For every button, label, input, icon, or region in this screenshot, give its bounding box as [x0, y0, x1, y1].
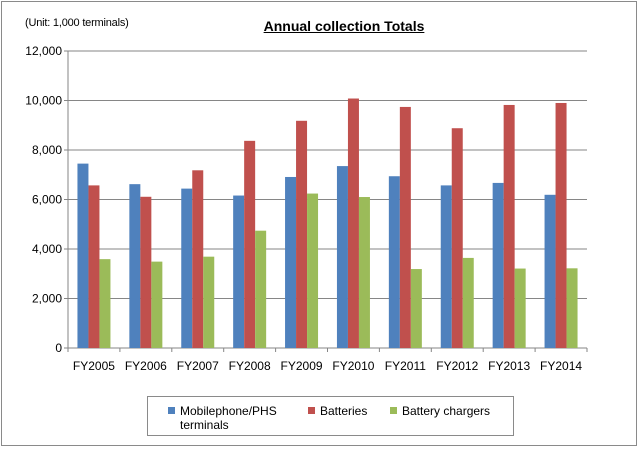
- bar-batteries: [399, 106, 411, 348]
- bar-chargers: [410, 269, 422, 348]
- x-tick-label: FY2010: [332, 359, 374, 373]
- y-tick-label: 6,000: [32, 193, 62, 207]
- bar-batteries: [347, 98, 359, 349]
- bar-mobile: [233, 195, 245, 348]
- bar-batteries: [140, 196, 152, 348]
- legend-label-chargers: Battery chargers: [402, 404, 491, 418]
- legend-swatch-mobile: [168, 407, 175, 414]
- x-tick-label: FY2006: [125, 359, 167, 373]
- y-tick-label: 12,000: [25, 44, 62, 58]
- legend-swatch-batteries: [308, 407, 315, 414]
- bar-mobile: [285, 176, 297, 348]
- bar-chargers: [307, 193, 319, 348]
- bar-mobile: [129, 184, 141, 348]
- bar-chargers: [203, 256, 215, 348]
- legend-item-mobile: Mobilephone/PHS terminals: [168, 404, 298, 432]
- bar-chargers: [462, 257, 474, 348]
- bar-chargers: [255, 230, 267, 348]
- chart-title: Annual collection Totals: [263, 18, 425, 34]
- bar-mobile: [544, 194, 556, 348]
- bar-batteries: [192, 170, 204, 348]
- y-tick-label: 2,000: [32, 292, 62, 306]
- x-tick-label: FY2012: [436, 359, 478, 373]
- x-tick-label: FY2005: [73, 359, 115, 373]
- bar-batteries: [451, 128, 463, 348]
- bar-mobile: [492, 182, 504, 348]
- bar-batteries: [296, 120, 308, 348]
- bar-batteries: [244, 140, 256, 348]
- legend-item-batteries: Batteries: [308, 404, 367, 418]
- legend-swatch-chargers: [390, 407, 397, 414]
- legend-label-mobile: Mobilephone/PHS terminals: [180, 404, 277, 432]
- bar-mobile: [440, 185, 452, 348]
- bar-mobile: [77, 163, 89, 348]
- bar-batteries: [88, 185, 100, 348]
- x-tick-label: FY2007: [177, 359, 219, 373]
- legend: Mobilephone/PHS terminals Batteries Batt…: [147, 396, 514, 436]
- legend-label-batteries: Batteries: [320, 404, 368, 418]
- bar-chargers: [358, 197, 370, 348]
- legend-item-chargers: Battery chargers: [390, 404, 490, 418]
- x-tick-label: FY2008: [229, 359, 271, 373]
- bar-chargers: [566, 268, 578, 348]
- bar-chargers: [151, 261, 163, 348]
- bar-mobile: [181, 188, 193, 348]
- bar-chargers: [514, 268, 526, 348]
- bar-batteries: [555, 102, 567, 348]
- x-tick-label: FY2014: [540, 359, 582, 373]
- y-tick-label: 10,000: [25, 94, 62, 108]
- bar-batteries: [503, 104, 515, 348]
- y-tick-label: 4,000: [32, 242, 62, 256]
- x-tick-label: FY2011: [385, 359, 426, 373]
- y-tick-label: 0: [55, 341, 62, 355]
- bar-mobile: [336, 166, 348, 348]
- y-tick-label: 8,000: [32, 143, 62, 157]
- x-tick-label: FY2013: [488, 359, 530, 373]
- bar-mobile: [388, 176, 400, 348]
- x-tick-label: FY2009: [281, 359, 323, 373]
- bar-chargers: [99, 259, 111, 348]
- unit-note: (Unit: 1,000 terminals): [25, 17, 129, 29]
